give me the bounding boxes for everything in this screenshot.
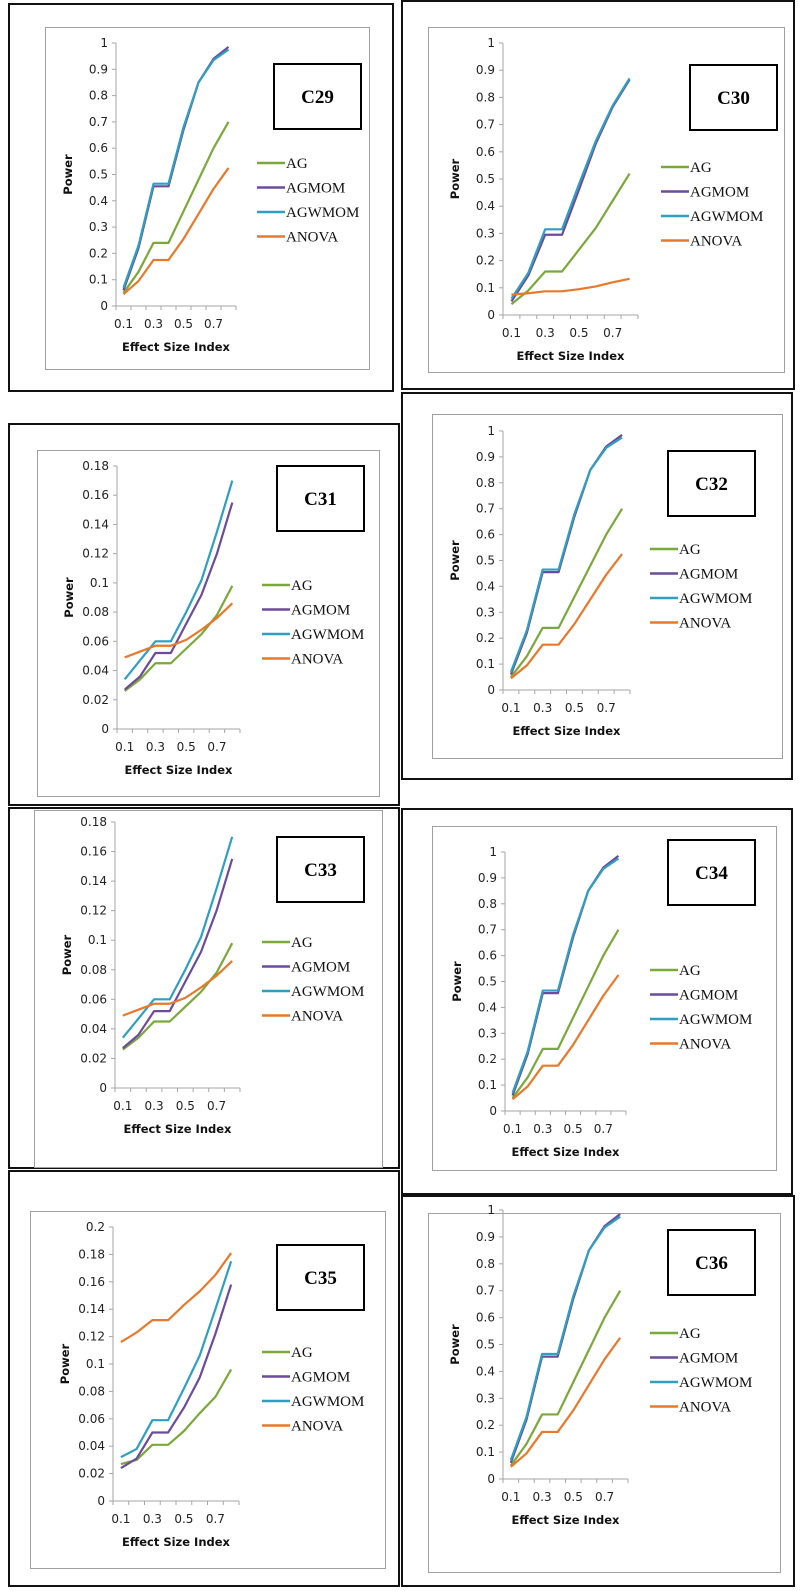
chart-area <box>34 810 383 1168</box>
chart-area <box>30 1211 386 1569</box>
chart-area <box>432 826 777 1171</box>
chart-area <box>45 27 370 370</box>
chart-area <box>432 414 783 759</box>
chart-area <box>428 1213 781 1573</box>
chart-area <box>37 450 380 797</box>
chart-area <box>428 27 785 373</box>
